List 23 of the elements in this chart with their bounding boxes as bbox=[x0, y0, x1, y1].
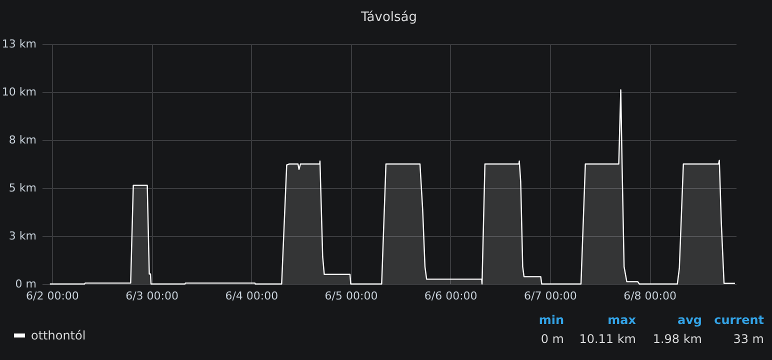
text: 0 m bbox=[540, 332, 564, 346]
x-tick-label: 6/8 00:00 bbox=[624, 290, 676, 302]
text: current bbox=[714, 313, 764, 327]
x-tick-label: 6/3 00:00 bbox=[126, 290, 179, 302]
text: 1.98 km bbox=[652, 332, 702, 346]
x-tick-label: 6/7 00:00 bbox=[524, 290, 577, 302]
chart-title: Távolság bbox=[360, 10, 418, 25]
x-tick-label: 6/2 00:00 bbox=[26, 290, 79, 302]
text: min bbox=[538, 313, 564, 327]
x-tick-label: 6/6 00:00 bbox=[424, 290, 478, 302]
text: avg bbox=[677, 313, 702, 327]
x-tick-label: 6/5 00:00 bbox=[324, 290, 378, 302]
y-tick-label: 3 km bbox=[8, 230, 36, 242]
text: max bbox=[608, 313, 636, 327]
text: 10.11 km bbox=[579, 332, 636, 346]
y-tick-label: 8 km bbox=[8, 134, 36, 146]
y-tick-label: 10 km bbox=[2, 86, 36, 98]
y-tick-label: 0 m bbox=[15, 278, 36, 290]
x-tick-label: 6/4 00:00 bbox=[225, 290, 278, 302]
text: 33 m bbox=[733, 332, 764, 346]
y-tick-label: 5 km bbox=[8, 182, 36, 194]
y-tick-label: 13 km bbox=[2, 38, 36, 50]
legend-label: otthontól bbox=[31, 328, 86, 342]
